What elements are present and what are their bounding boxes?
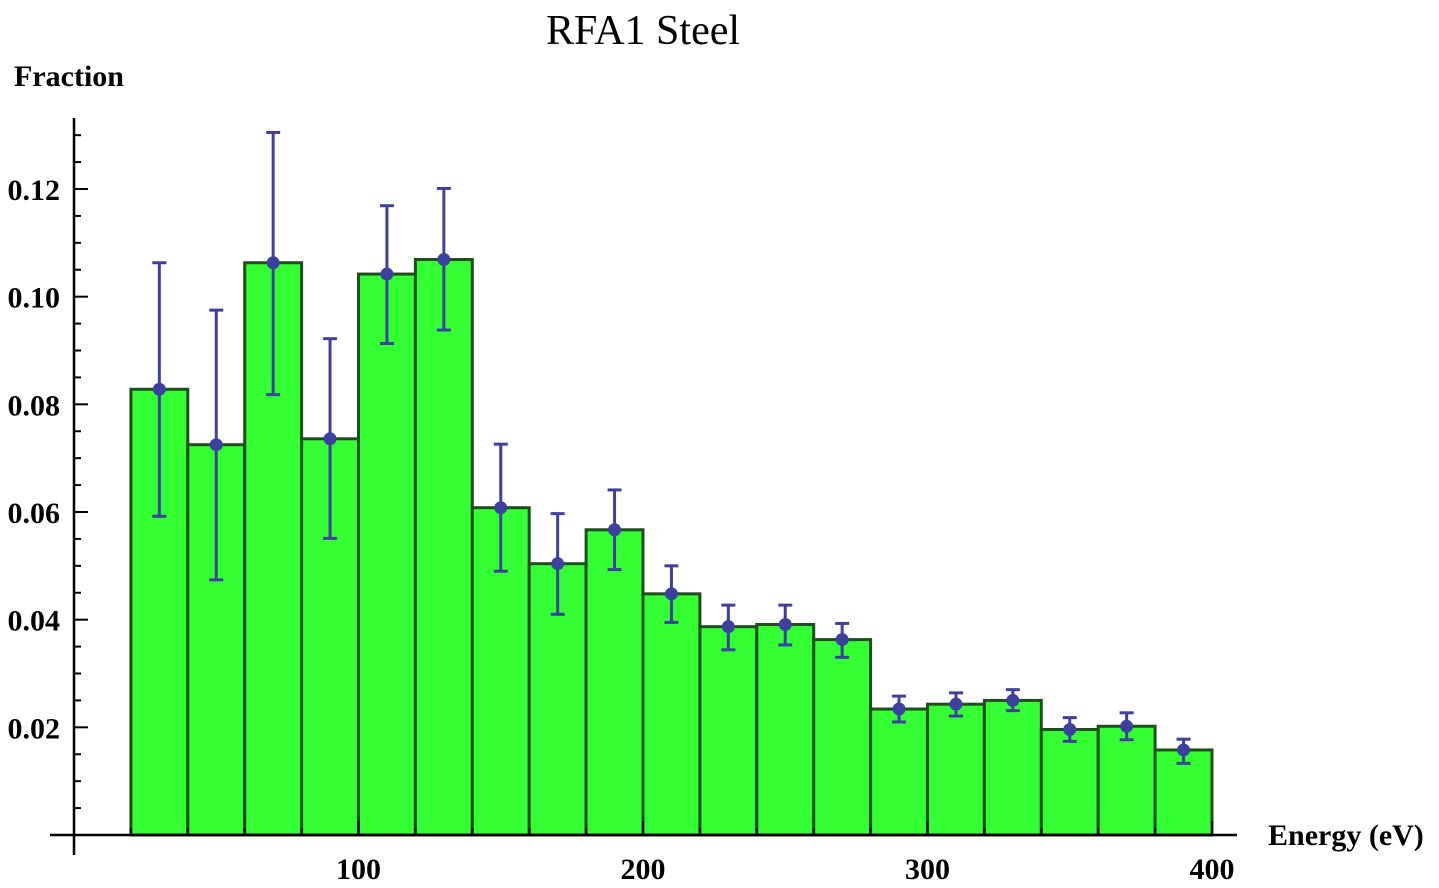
error-bar <box>948 691 963 718</box>
data-point <box>551 557 565 571</box>
data-point <box>494 501 508 515</box>
data-point <box>152 382 166 396</box>
data-point <box>664 587 678 601</box>
bar <box>812 638 873 837</box>
bar <box>1039 727 1100 837</box>
bar <box>698 625 759 837</box>
error-bar <box>152 261 167 518</box>
x-axis-label: Energy (eV) <box>1268 819 1424 852</box>
error-bar <box>835 621 850 659</box>
error-bar <box>493 442 508 573</box>
error-bar <box>436 186 451 332</box>
x-tick-label: 200 <box>621 853 666 886</box>
data-point <box>1006 693 1020 707</box>
x-tick-label: 100 <box>336 853 381 886</box>
error-bar <box>1062 716 1077 743</box>
error-bar <box>209 308 224 582</box>
data-point <box>778 618 792 632</box>
error-bar <box>778 603 793 647</box>
error-bar <box>607 488 622 572</box>
error-bar <box>1119 711 1134 742</box>
data-point <box>721 620 735 634</box>
bar <box>755 623 816 837</box>
error-bar <box>721 603 736 652</box>
error-bar <box>323 337 338 540</box>
axes-group <box>50 118 1237 855</box>
bars-group <box>129 258 1214 837</box>
data-point <box>323 432 337 446</box>
error-bar <box>892 694 907 724</box>
data-point <box>1177 743 1191 757</box>
y-tick-label: 0.04 <box>8 605 61 638</box>
bar <box>869 707 929 837</box>
x-tick-label: 300 <box>905 853 950 886</box>
error-bar <box>550 512 565 616</box>
error-bar <box>1176 737 1191 765</box>
data-point <box>1063 722 1077 736</box>
y-axis-label: Fraction <box>14 60 124 93</box>
y-tick-label: 0.08 <box>8 389 61 422</box>
bar <box>641 592 702 837</box>
data-point <box>949 697 963 711</box>
y-tick-label: 0.10 <box>8 282 61 315</box>
data-point <box>892 702 906 716</box>
data-point <box>266 256 280 270</box>
data-point <box>1120 719 1134 733</box>
data-point <box>835 633 849 647</box>
data-point <box>608 523 622 537</box>
error-bar <box>1005 688 1020 713</box>
bar <box>584 528 645 837</box>
y-tick-label: 0.12 <box>8 174 61 207</box>
bar <box>413 258 474 837</box>
tick-labels-group: 0.02 0.04 0.06 0.08 0.10 0.12 100 200 300 400 <box>8 174 1235 886</box>
bar <box>926 702 986 837</box>
error-bars-group <box>152 130 1191 765</box>
bar <box>357 272 417 837</box>
error-bar <box>379 204 394 346</box>
data-point <box>380 267 394 281</box>
y-tick-label: 0.02 <box>8 712 61 745</box>
bar <box>1096 724 1157 837</box>
x-tick-label: 400 <box>1190 853 1235 886</box>
data-point <box>437 253 451 267</box>
data-point <box>209 438 223 452</box>
y-tick-label: 0.06 <box>8 497 61 530</box>
chart-title: RFA1 Steel <box>546 8 740 54</box>
error-bar <box>266 130 281 397</box>
error-bar <box>664 564 679 624</box>
bar <box>982 698 1043 837</box>
